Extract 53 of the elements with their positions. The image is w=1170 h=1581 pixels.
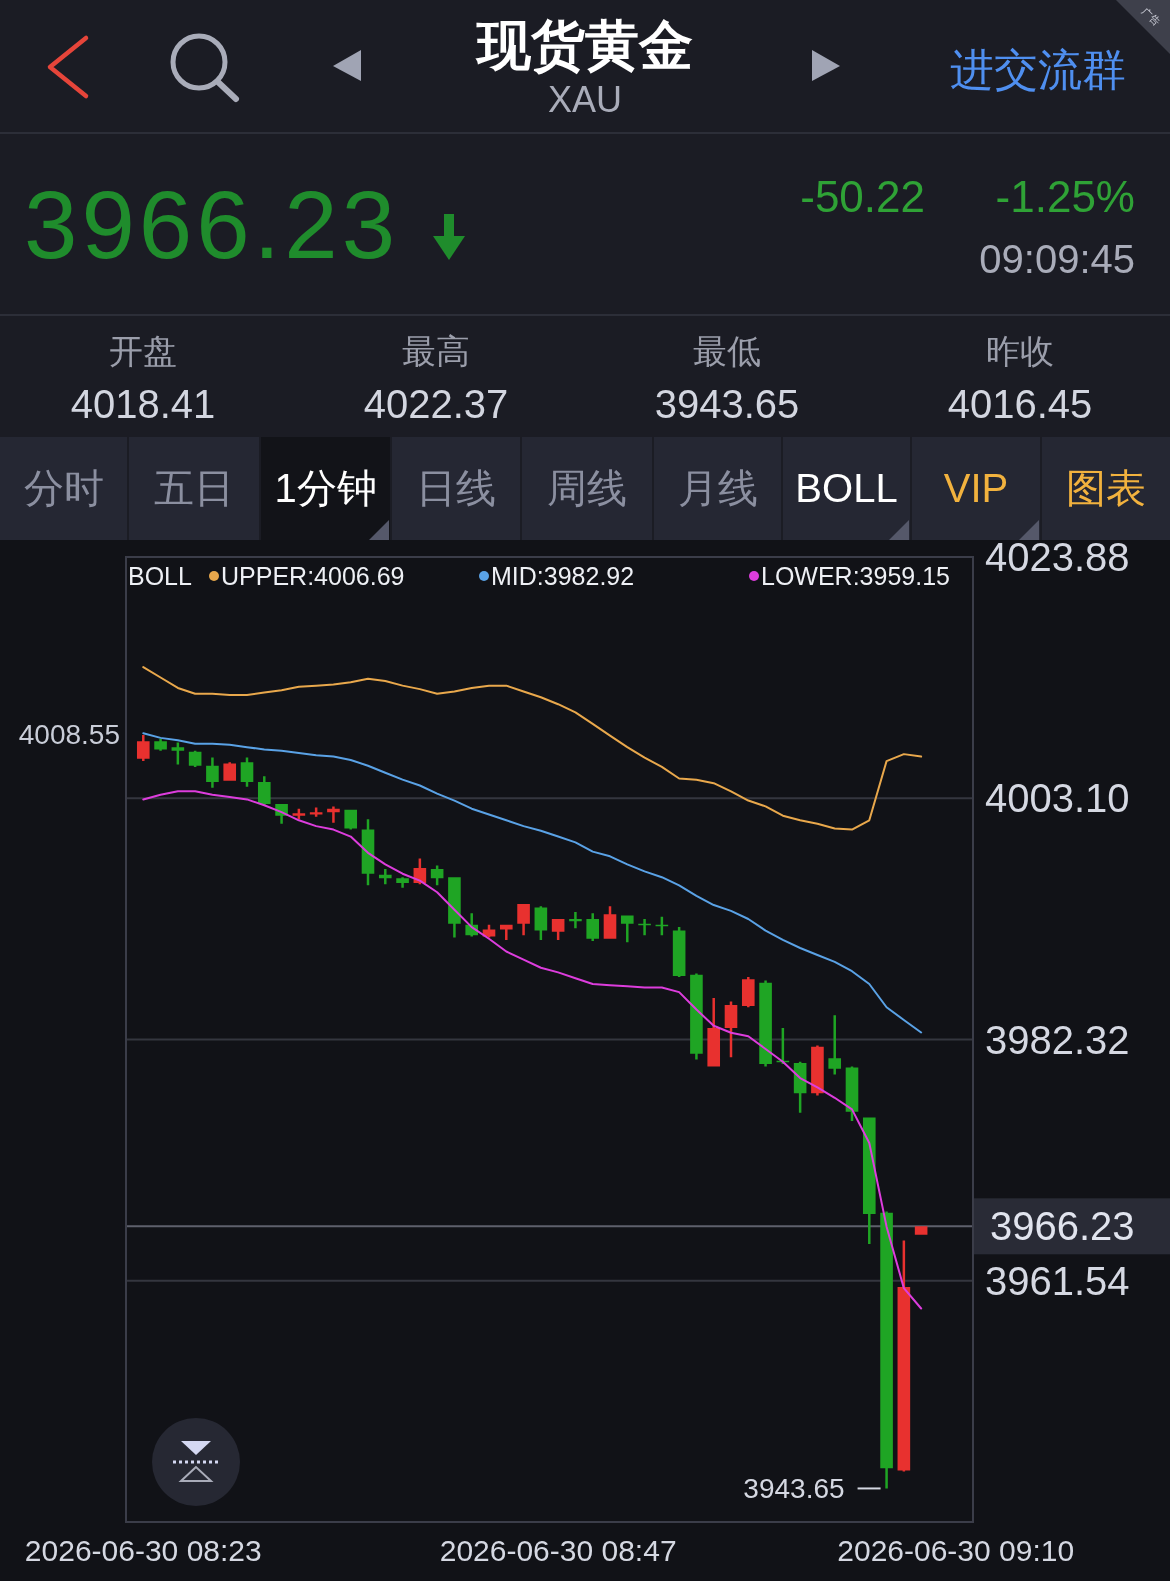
x-tick-label: 2026-06-30 08:47 [439, 1533, 677, 1567]
legend-label: LOWER:3959.15 [761, 562, 950, 590]
line-series [142, 790, 923, 1310]
text: -1.25% [995, 171, 1135, 221]
text: 1分钟 [274, 466, 377, 510]
text: 最低 [693, 332, 761, 370]
y-tick-label: 3961.54 [985, 1258, 1130, 1303]
line-series [142, 666, 923, 831]
legend-title: BOLL [128, 562, 193, 590]
text: 进交流群 [950, 44, 1126, 94]
text: 开盘 [109, 332, 177, 370]
text: -50.22 [800, 171, 925, 221]
candlestick [136, 734, 150, 762]
text: 最高 [402, 332, 470, 370]
text: 昨收 [986, 332, 1054, 370]
text: 09:09:45 [979, 237, 1135, 281]
y-tick-label: 3982.32 [985, 1017, 1130, 1062]
candlestick [378, 869, 392, 885]
legend-label: UPPER:4006.69 [221, 562, 405, 590]
text: 4022.37 [363, 382, 509, 426]
y-tick-label: 4003.10 [985, 776, 1130, 821]
x-tick-label: 2026-06-30 09:10 [837, 1533, 1075, 1567]
text: 分时 [24, 466, 104, 510]
candlestick [569, 912, 582, 929]
annotation: 3943.65 [743, 1472, 845, 1504]
candlestick [517, 903, 530, 936]
candlestick [327, 806, 340, 823]
text: 图表 [1065, 466, 1146, 510]
candlestick [309, 807, 323, 817]
text: 4018.41 [70, 382, 216, 426]
ref-line-label: 3966.23 [990, 1204, 1135, 1249]
text: 3943.65 [654, 382, 800, 426]
candlestick [292, 808, 306, 820]
candlestick [828, 1015, 842, 1075]
text: 现货黄金 [475, 15, 693, 75]
candlestick [638, 918, 651, 936]
text: 4016.45 [947, 382, 1093, 426]
line-series [142, 732, 923, 1034]
candlestick [396, 877, 409, 888]
text: XAU [547, 78, 623, 120]
annotation: 4008.55 [18, 719, 120, 751]
text: 3966.23 [24, 170, 400, 278]
y-tick-label: 4023.88 [985, 535, 1130, 579]
legend-label: MID:3982.92 [491, 562, 635, 590]
text: 日线 [416, 466, 496, 510]
text: 广告 [1140, 6, 1162, 28]
text: VIP [943, 466, 1009, 510]
text: 五日 [154, 466, 234, 510]
text: 月线 [677, 466, 758, 510]
candlestick [620, 915, 634, 943]
text: 周线 [547, 466, 627, 510]
x-tick-label: 2026-06-30 08:23 [24, 1533, 262, 1567]
text: BOLL [795, 466, 898, 510]
